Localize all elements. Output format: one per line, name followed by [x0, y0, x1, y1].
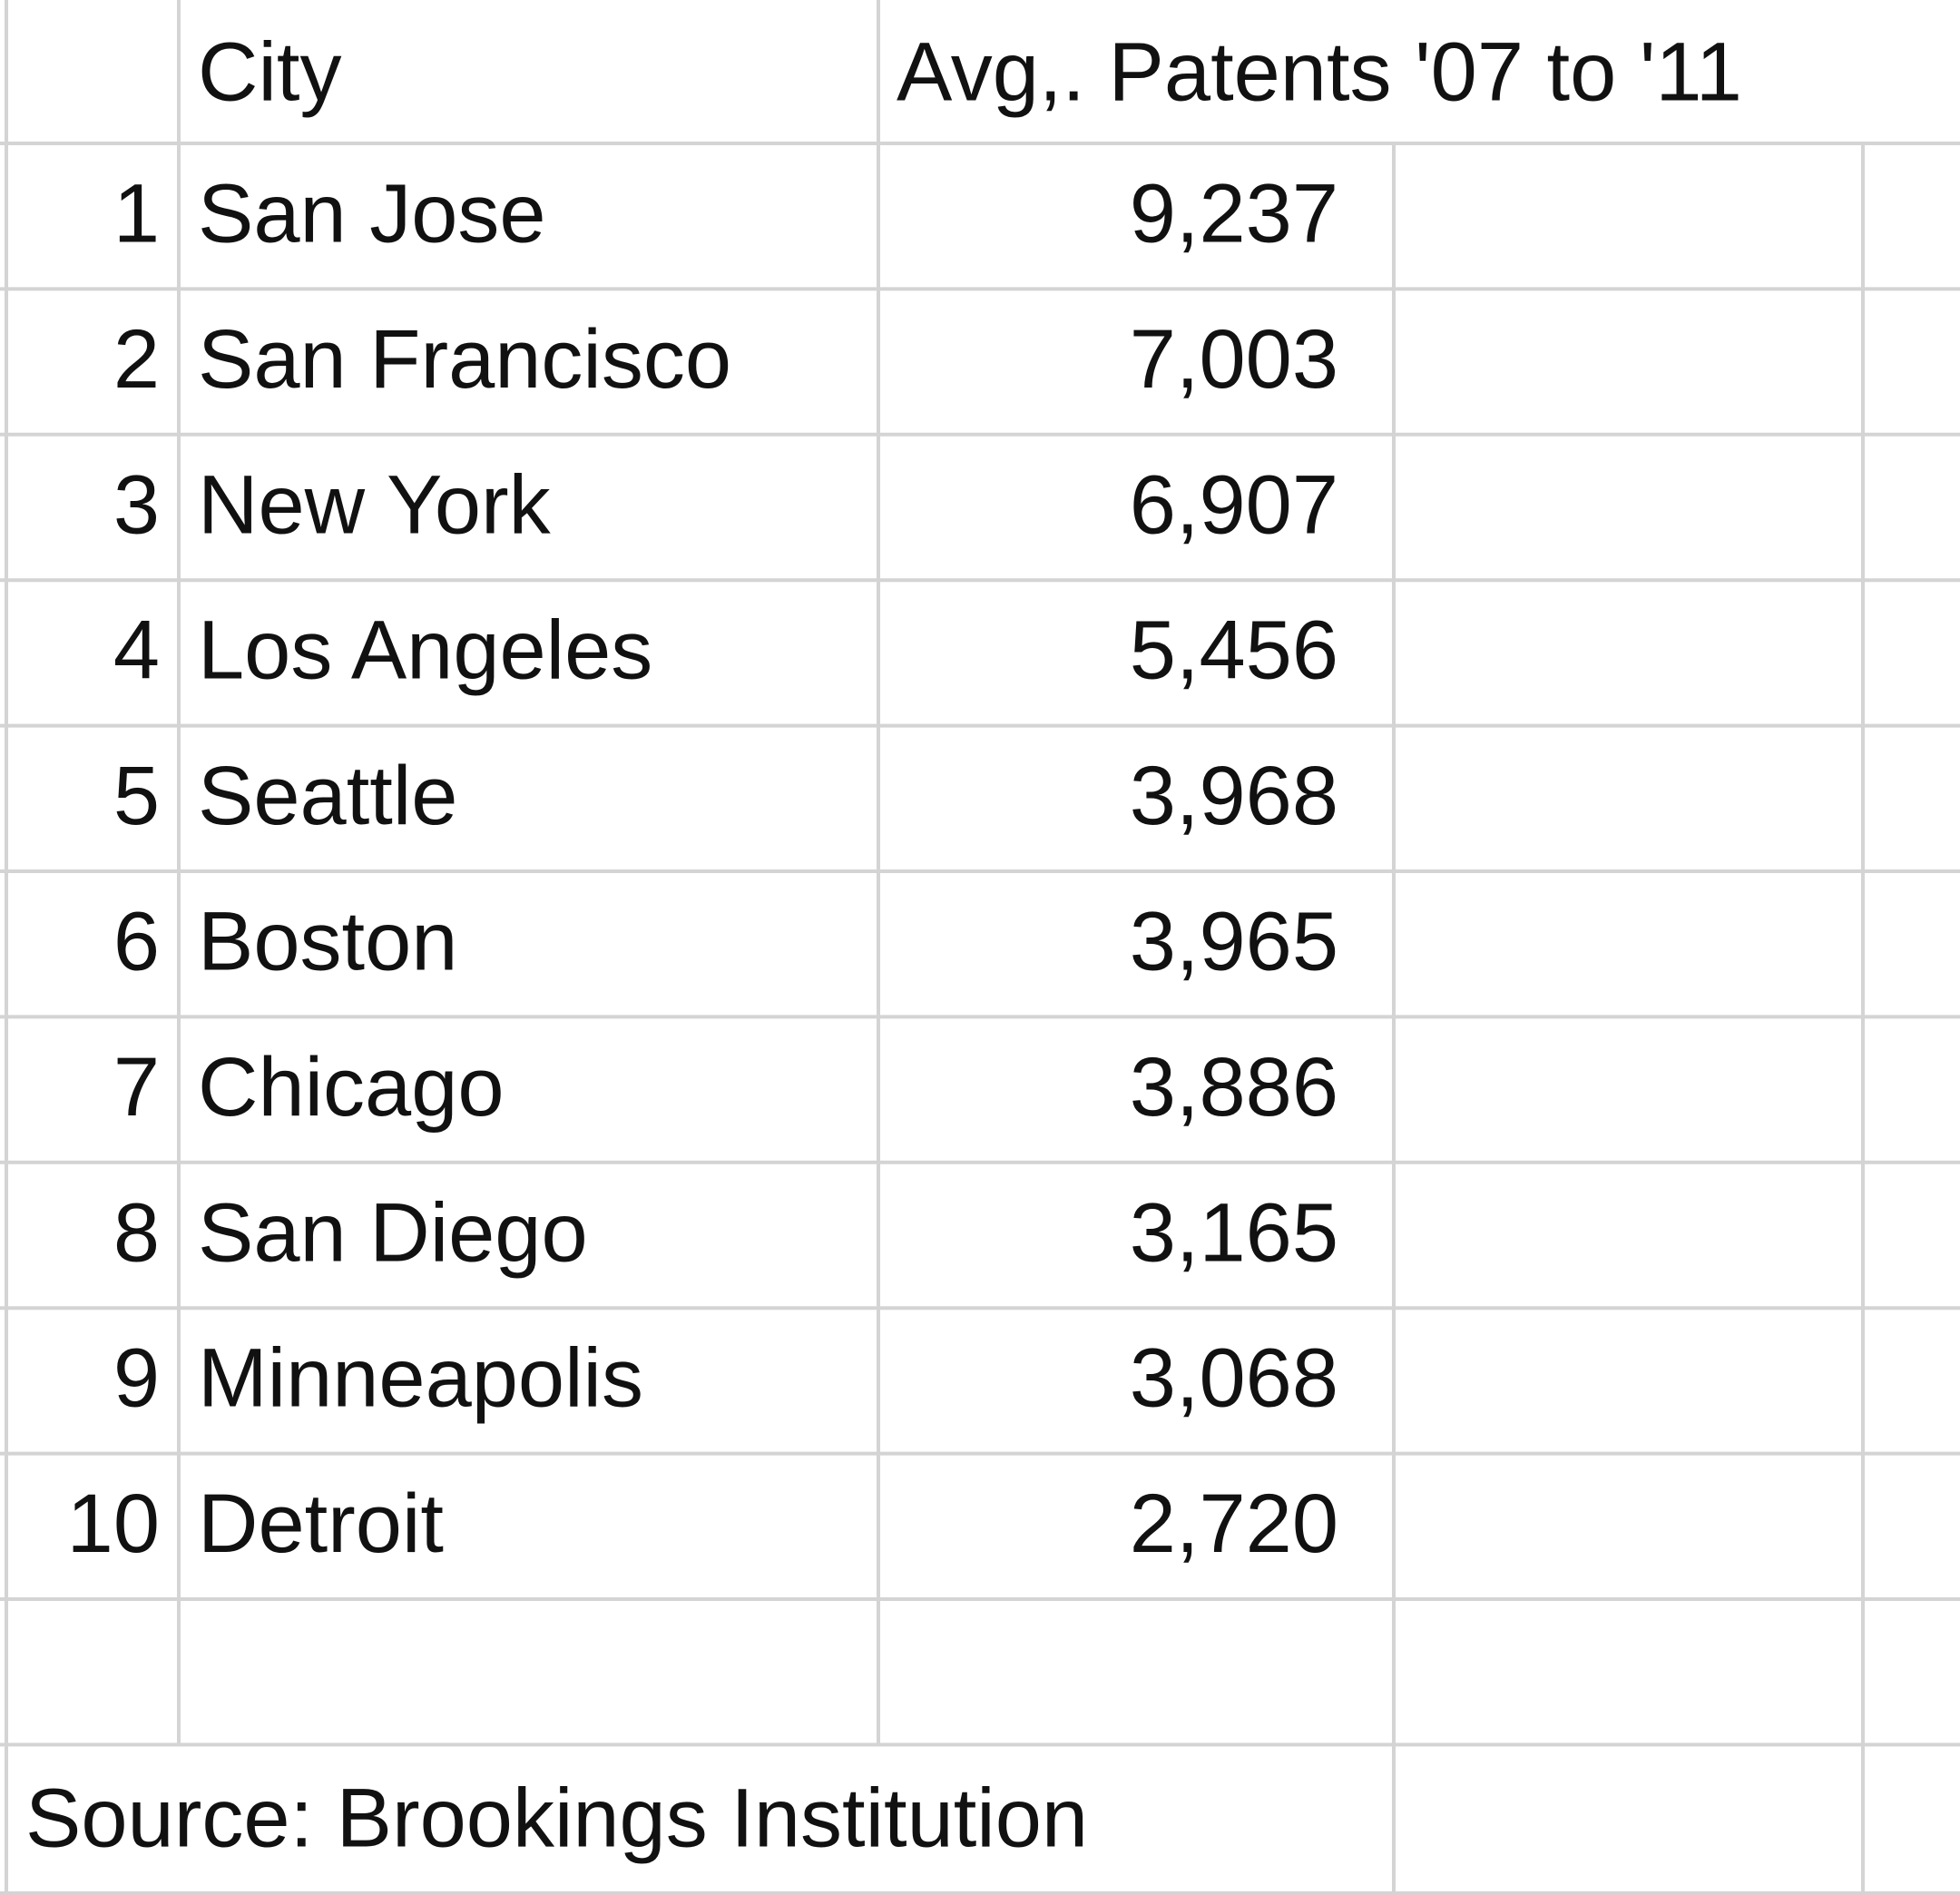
rank-cell: 4: [113, 604, 160, 697]
city-cell: San Jose: [198, 167, 546, 260]
rank-cell: 9: [113, 1332, 160, 1425]
patents-cell: 3,886: [1130, 1041, 1338, 1134]
patents-cell: 6,907: [1130, 458, 1338, 551]
city-cell: Boston: [198, 895, 457, 987]
rank-cell: 6: [113, 895, 160, 987]
rank-cell: 8: [113, 1186, 160, 1279]
patents-cell: 3,965: [1130, 895, 1338, 987]
rank-cell: 1: [113, 167, 160, 260]
city-cell: Minneapolis: [198, 1332, 643, 1425]
rank-cell: 10: [67, 1478, 160, 1570]
city-cell: San Francisco: [198, 313, 731, 406]
rank-cell: 7: [113, 1041, 160, 1134]
patents-cell: 9,237: [1130, 167, 1338, 260]
patents-cell: 2,720: [1130, 1478, 1338, 1570]
city-cell: Los Angeles: [198, 604, 652, 697]
source-note: Source: Brookings Institution: [25, 1772, 1088, 1864]
city-cell: Chicago: [198, 1041, 505, 1134]
city-cell: Detroit: [198, 1478, 444, 1570]
rank-cell: 2: [113, 313, 160, 406]
patents-cell: 3,068: [1130, 1332, 1338, 1425]
header-city: City: [198, 25, 341, 118]
header-patents: Avg,. Patents '07 to '11: [897, 25, 1742, 118]
city-cell: San Diego: [198, 1186, 588, 1279]
patents-cell: 3,968: [1130, 750, 1338, 842]
city-cell: Seattle: [198, 750, 457, 842]
rank-cell: 3: [113, 458, 160, 551]
city-cell: New York: [198, 458, 552, 551]
patents-cell: 3,165: [1130, 1186, 1338, 1279]
patents-cell: 7,003: [1130, 313, 1338, 406]
rank-cell: 5: [113, 750, 160, 842]
patents-cell: 5,456: [1130, 604, 1338, 697]
